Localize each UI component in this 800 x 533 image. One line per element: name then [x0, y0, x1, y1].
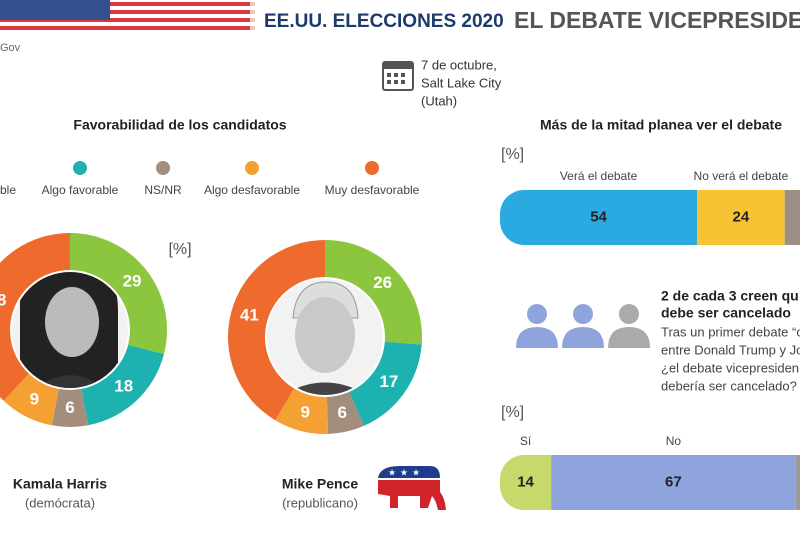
legend-label: NS/NR — [144, 183, 182, 197]
date-line: (Utah) — [421, 93, 457, 108]
donuts: ble Algo favorable NS/NR Algo desfavorable M… — [0, 161, 423, 510]
donut-segment — [81, 344, 164, 426]
svg-text:★: ★ — [412, 467, 420, 477]
value-label: 26 — [373, 273, 392, 292]
donut-segment — [325, 240, 423, 345]
bar-group — [500, 455, 800, 510]
donut-segment — [70, 233, 167, 355]
donut-segment — [326, 391, 364, 434]
flag — [0, 0, 260, 36]
candidate-name: Kamala Harris — [13, 476, 107, 492]
bar-group — [500, 190, 800, 245]
people-icons — [516, 304, 650, 348]
value-label: 67 — [665, 473, 682, 490]
gop-logo: ★ ★ ★ — [378, 466, 446, 510]
question-text: debería ser cancelado? — [661, 378, 797, 393]
value-label: 18 — [114, 377, 133, 396]
value-label: 54 — [590, 208, 607, 225]
value-label: 41 — [240, 306, 259, 325]
value-label: 9 — [301, 402, 310, 421]
pence-portrait — [267, 279, 383, 395]
legend-swatch — [245, 161, 259, 175]
svg-text:★: ★ — [388, 467, 396, 477]
unit-label: [%] — [501, 404, 524, 421]
bar-segment — [784, 190, 800, 245]
candidate-party: (republicano) — [282, 495, 358, 510]
header-title: EE.UU. ELECCIONES 2020 — [264, 11, 504, 32]
value-label: 17 — [379, 372, 398, 391]
unit-label: [%] — [501, 146, 524, 163]
value-label: 24 — [733, 208, 750, 225]
legend-label: Algo favorable — [42, 183, 119, 197]
value-label: 9 — [30, 389, 39, 408]
value-label: 14 — [517, 473, 534, 490]
value-label: 38 — [0, 291, 6, 310]
legend-label: Muy desfavorable — [325, 183, 420, 197]
donut-segment — [0, 233, 70, 401]
question-text: entre Donald Trump y Jo — [661, 342, 800, 357]
donut-segment — [51, 388, 89, 427]
legend-swatch — [73, 161, 87, 175]
bar-segment — [551, 455, 796, 510]
bar-segment — [795, 455, 800, 510]
bar-segment — [697, 190, 785, 245]
bar-segment — [500, 190, 698, 245]
donut-segment — [349, 341, 422, 426]
category-label: Sí — [520, 434, 532, 448]
value-label: 6 — [65, 398, 74, 417]
date-line: Salt Lake City — [421, 75, 502, 90]
candidate-name: Mike Pence — [282, 476, 358, 492]
bar-segment — [500, 455, 552, 510]
question-text: ¿el debate vicepresiden — [661, 360, 799, 375]
svg-text:★: ★ — [400, 467, 408, 477]
date-line: 7 de octubre, — [421, 57, 497, 72]
chart-title: Más de la mitad planea ver el debate — [540, 117, 782, 133]
unit-label: [%] — [168, 241, 191, 258]
section-title: 2 de cada 3 creen qu — [661, 288, 799, 304]
headline: EL DEBATE VICEPRESIDEN — [514, 7, 800, 33]
category-label: No verá el debate — [694, 169, 789, 183]
section-title: debe ser cancelado — [661, 305, 791, 321]
category-label: No — [666, 434, 682, 448]
legend-swatch — [365, 161, 379, 175]
legend-label: Algo desfavorable — [204, 183, 300, 197]
value-label: 29 — [123, 271, 142, 290]
donut-segment — [3, 373, 59, 426]
stacked-bar: Sí 14 No 67 — [500, 434, 800, 510]
source: Gov — [0, 42, 21, 54]
chart-title: Favorabilidad de los candidatos — [73, 117, 286, 133]
question-text: Tras un primer debate “c — [661, 324, 800, 339]
category-label: Verá el debate — [560, 169, 638, 183]
legend-swatch — [156, 161, 170, 175]
stacked-bar: Verá el debate 54 No verá el debate 24 — [500, 169, 800, 245]
legend-label: ble — [0, 183, 16, 197]
candidate-party: (demócrata) — [25, 495, 95, 510]
harris-portrait — [12, 272, 128, 388]
value-label: 6 — [338, 403, 347, 422]
donut-segment — [275, 388, 329, 434]
calendar-icon — [382, 61, 414, 91]
donut-segment — [227, 240, 325, 421]
